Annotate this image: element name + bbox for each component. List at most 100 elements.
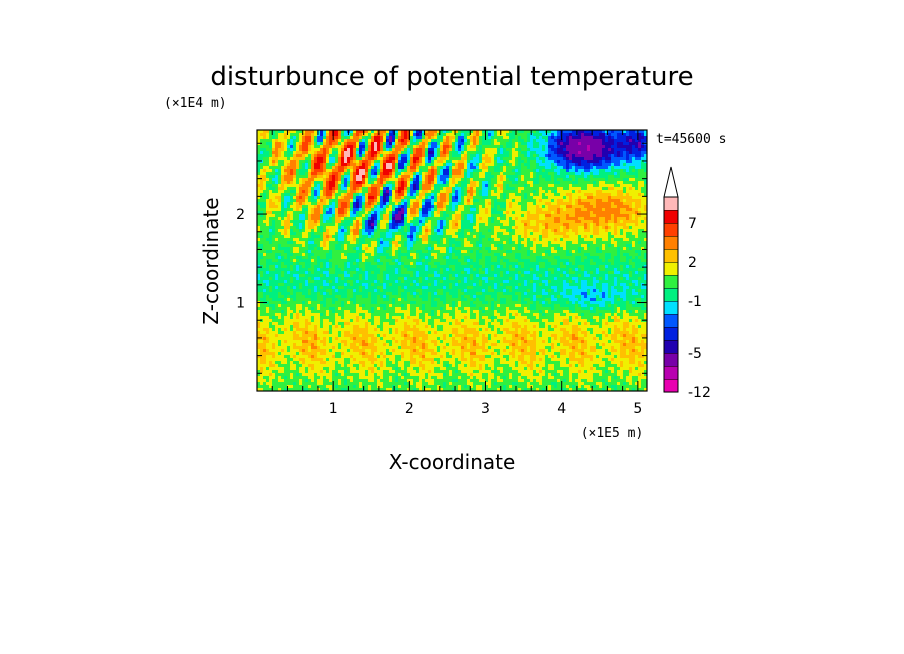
field-cell bbox=[524, 232, 528, 236]
field-cell bbox=[479, 232, 483, 236]
field-cell bbox=[449, 202, 453, 206]
field-cell bbox=[602, 190, 606, 194]
field-cell bbox=[569, 184, 573, 188]
field-cell bbox=[566, 187, 570, 191]
field-cell bbox=[434, 232, 438, 236]
field-cell bbox=[608, 166, 612, 170]
field-cell bbox=[485, 172, 489, 176]
field-cell bbox=[467, 220, 471, 224]
field-cell bbox=[437, 199, 441, 203]
field-cell bbox=[593, 208, 597, 212]
field-cell bbox=[515, 163, 519, 167]
field-cell bbox=[539, 175, 543, 179]
field-cell bbox=[539, 145, 543, 149]
field-cell bbox=[275, 211, 279, 215]
field-cell bbox=[551, 169, 555, 173]
field-cell bbox=[374, 157, 378, 161]
field-cell bbox=[296, 151, 300, 155]
field-cell bbox=[428, 211, 432, 215]
field-cell bbox=[320, 172, 324, 176]
field-cell bbox=[428, 178, 432, 182]
field-cell bbox=[374, 229, 378, 233]
field-cell bbox=[299, 190, 303, 194]
field-cell bbox=[449, 196, 453, 200]
field-cell bbox=[341, 145, 345, 149]
field-cell bbox=[449, 130, 453, 134]
field-cell bbox=[389, 166, 393, 170]
field-cell bbox=[419, 190, 423, 194]
field-cell bbox=[281, 223, 285, 227]
field-cell bbox=[620, 145, 624, 149]
field-cell bbox=[554, 169, 558, 173]
field-cell bbox=[563, 148, 567, 152]
field-cell bbox=[395, 178, 399, 182]
field-cell bbox=[596, 226, 600, 230]
field-cell bbox=[353, 178, 357, 182]
field-cell bbox=[575, 229, 579, 233]
field-cell bbox=[593, 223, 597, 227]
field-cell bbox=[608, 151, 612, 155]
field-cell bbox=[344, 160, 348, 164]
field-cell bbox=[491, 169, 495, 173]
field-cell bbox=[497, 208, 501, 212]
field-cell bbox=[404, 160, 408, 164]
field-cell bbox=[362, 202, 366, 206]
field-cell bbox=[569, 196, 573, 200]
field-cell bbox=[446, 172, 450, 176]
field-cell bbox=[629, 181, 633, 185]
field-cell bbox=[482, 241, 486, 245]
field-cell bbox=[281, 214, 285, 218]
field-cell bbox=[476, 148, 480, 152]
field-cell bbox=[368, 169, 372, 173]
field-cell bbox=[632, 145, 636, 149]
field-cell bbox=[278, 211, 282, 215]
field-cell bbox=[317, 238, 321, 242]
field-cell bbox=[587, 190, 591, 194]
field-cell bbox=[428, 148, 432, 152]
field-cell bbox=[449, 145, 453, 149]
field-cell bbox=[392, 184, 396, 188]
field-cell bbox=[290, 175, 294, 179]
field-cell bbox=[557, 181, 561, 185]
field-cell bbox=[623, 223, 627, 227]
field-cell bbox=[536, 193, 540, 197]
field-cell bbox=[320, 130, 324, 134]
field-cell bbox=[584, 229, 588, 233]
field-cell bbox=[356, 169, 360, 173]
field-cell bbox=[440, 160, 444, 164]
field-cell bbox=[470, 205, 474, 209]
field-cell bbox=[635, 184, 639, 188]
field-cell bbox=[389, 142, 393, 146]
field-cell bbox=[290, 184, 294, 188]
field-cell bbox=[356, 223, 360, 227]
field-cell bbox=[269, 226, 273, 230]
field-cell bbox=[377, 142, 381, 146]
field-cell bbox=[368, 166, 372, 170]
field-cell bbox=[539, 190, 543, 194]
field-cell bbox=[404, 148, 408, 152]
field-cell bbox=[494, 151, 498, 155]
field-cell bbox=[539, 151, 543, 155]
field-cell bbox=[389, 217, 393, 221]
field-cell bbox=[452, 229, 456, 233]
field-cell bbox=[596, 130, 600, 134]
field-cell bbox=[539, 226, 543, 230]
field-cell bbox=[497, 172, 501, 176]
field-cell bbox=[389, 229, 393, 233]
field-cell bbox=[416, 211, 420, 215]
field-cell bbox=[260, 130, 264, 134]
field-cell bbox=[293, 139, 297, 143]
field-cell bbox=[278, 208, 282, 212]
field-cell bbox=[431, 196, 435, 200]
field-cell bbox=[470, 157, 474, 161]
field-cell bbox=[275, 196, 279, 200]
field-cell bbox=[257, 148, 261, 152]
field-cell bbox=[521, 136, 525, 140]
field-cell bbox=[602, 202, 606, 206]
field-cell bbox=[440, 190, 444, 194]
field-cell bbox=[497, 223, 501, 227]
field-cell bbox=[371, 160, 375, 164]
field-cell bbox=[470, 166, 474, 170]
field-cell bbox=[311, 130, 315, 134]
field-cell bbox=[641, 223, 645, 227]
